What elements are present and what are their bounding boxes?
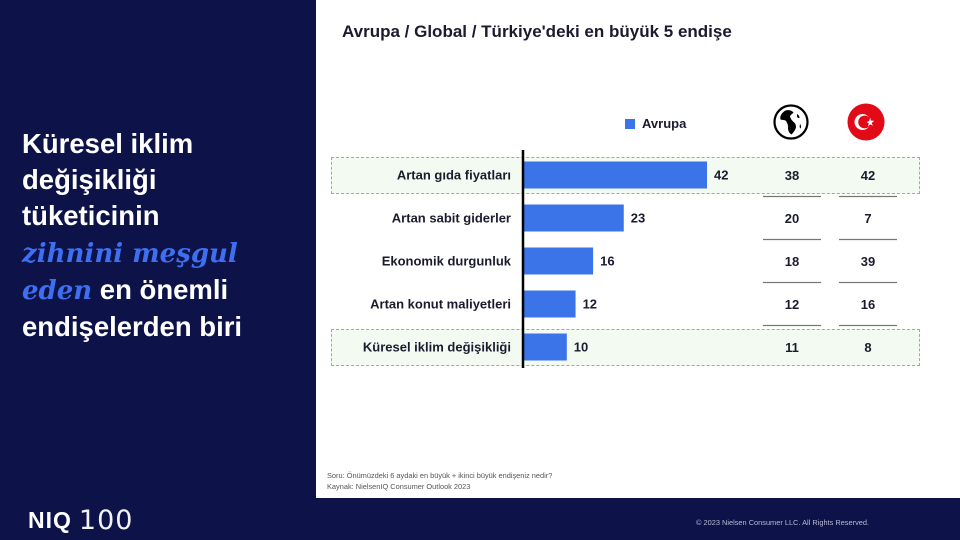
bar-0 [523,161,707,189]
headline-emphasis2: eden [22,275,93,306]
turkey-value-3: 16 [861,297,875,312]
headline-line5-rest: en önemli [92,273,229,305]
bar-1 [523,204,624,232]
content-panel [316,0,960,498]
headline-line3: tüketicinin [22,200,160,232]
value-label-3: 12 [583,297,597,312]
highlight-row-climate-change [331,329,920,366]
footnote-source: Kaynak: NielsenIQ Consumer Outlook 2023 [327,481,471,491]
category-label-1: Artan sabit giderler [392,211,511,226]
left-panel: Küresel iklim değişikliği tüketicinin zi… [0,0,316,540]
turkey-value-0: 42 [861,168,875,183]
global-value-3: 12 [785,297,799,312]
legend-swatch [625,118,635,129]
logo-number: 100 [78,505,134,536]
turkey-value-4: 8 [864,340,871,355]
headline-line6: endişelerden biri [22,311,243,343]
value-label-2: 16 [600,254,614,269]
global-value-0: 38 [785,168,799,183]
global-value-2: 18 [785,254,799,269]
bar-3 [523,290,576,318]
copyright: © 2023 Nielsen Consumer LLC. All Rights … [696,518,870,527]
headline-line1: Küresel iklim [22,128,194,159]
niq-logo: NIQ 100 [28,505,133,536]
category-label-4: Küresel iklim değişikliği [363,340,511,355]
bar-4 [523,333,567,361]
footnote-question: Soru: Önümüzdeki 6 aydaki en büyük + iki… [327,471,553,480]
turkey-value-2: 39 [861,254,875,269]
bar-chart: Artan gıda fiyatları 42 38 42 Artan sabit gi… [363,150,897,368]
turkey-flag-icon [847,103,885,141]
global-value-4: 11 [785,340,799,355]
category-label-3: Artan konut maliyetleri [370,297,511,312]
logo-text: NIQ [28,507,72,533]
global-value-1: 20 [785,211,799,226]
headline-line2: değişikliği [22,164,157,196]
bar-2 [523,247,594,275]
turkey-value-1: 7 [864,211,871,226]
chart-title: Avrupa / Global / Türkiye'deki en büyük … [342,22,732,41]
legend-label: Avrupa [642,116,687,131]
footnote: Soru: Önümüzdeki 6 aydaki en büyük + iki… [327,471,552,492]
value-label-0: 42 [714,168,728,183]
category-label-0: Artan gıda fiyatları [397,168,511,183]
value-label-4: 10 [574,340,588,355]
headline-emphasis1: zihnini meşgul [22,238,238,269]
headline: Küresel iklim değişikliği tüketicinin zi… [22,126,312,345]
legend: Avrupa [625,116,686,131]
value-label-1: 23 [631,211,645,226]
category-label-2: Ekonomik durgunluk [382,254,512,269]
globe-icon [773,104,809,140]
